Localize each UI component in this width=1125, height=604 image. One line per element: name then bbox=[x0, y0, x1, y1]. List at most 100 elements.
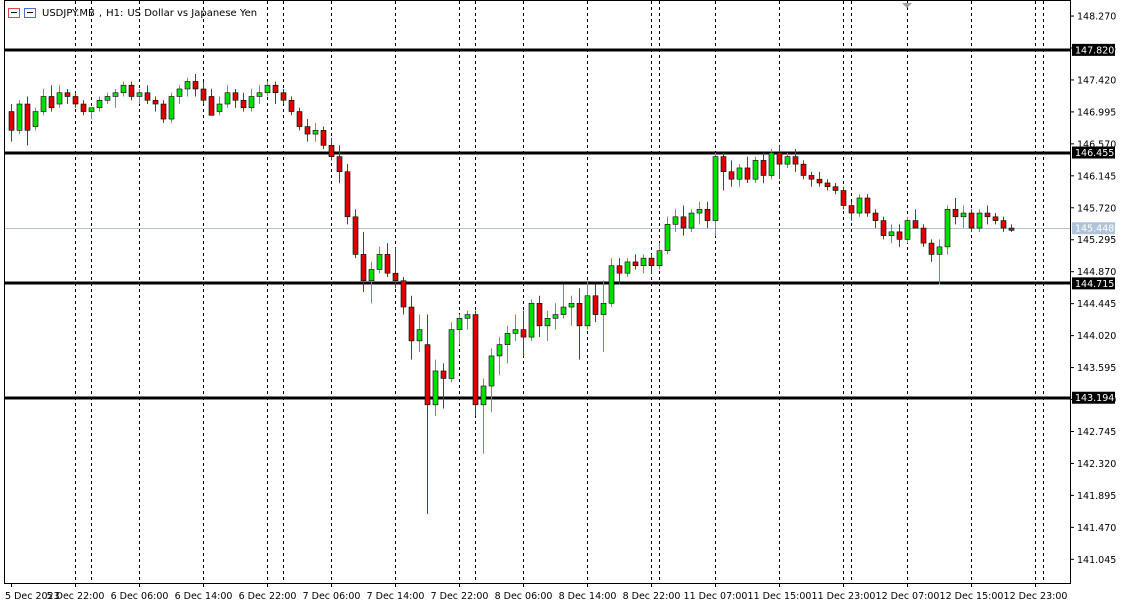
list-icon[interactable] bbox=[8, 8, 20, 18]
candle bbox=[8, 104, 15, 142]
y-tick-label: 144.870 bbox=[1077, 267, 1116, 278]
candle bbox=[496, 337, 503, 375]
candle bbox=[288, 96, 295, 116]
candle-body bbox=[568, 302, 575, 308]
candle-body bbox=[264, 84, 271, 94]
candle bbox=[984, 205, 991, 225]
y-tick-label: 141.045 bbox=[1077, 555, 1116, 566]
candle bbox=[408, 295, 415, 360]
candle-body bbox=[936, 246, 943, 255]
candle bbox=[896, 224, 903, 247]
candle bbox=[880, 216, 887, 240]
candle-body bbox=[280, 92, 287, 101]
candle bbox=[840, 186, 847, 210]
candle bbox=[320, 126, 327, 150]
candle bbox=[920, 224, 927, 247]
candle bbox=[128, 81, 135, 101]
candle-body bbox=[488, 355, 495, 387]
candle-body bbox=[304, 126, 311, 135]
candle-body bbox=[768, 152, 775, 176]
candle bbox=[192, 73, 199, 97]
candle bbox=[720, 152, 727, 191]
candle-body bbox=[928, 242, 935, 255]
candle bbox=[160, 100, 167, 123]
candle-body bbox=[680, 216, 687, 229]
level-label-bg bbox=[1072, 391, 1115, 404]
candle-body bbox=[656, 250, 663, 266]
current-label-bg bbox=[1072, 222, 1115, 235]
candle-body bbox=[272, 84, 279, 94]
y-tick-label: 143.595 bbox=[1077, 363, 1116, 374]
candle bbox=[736, 164, 743, 187]
candle bbox=[240, 92, 247, 112]
candle-body bbox=[776, 152, 783, 165]
candle-body bbox=[16, 103, 23, 131]
candle-body bbox=[552, 314, 559, 319]
x-tick-label: 11 Dec 23:00 bbox=[812, 591, 876, 602]
x-tick-label: 5 Dec 22:00 bbox=[47, 591, 105, 602]
candle-body bbox=[744, 167, 751, 180]
candle bbox=[456, 314, 463, 345]
candle-body bbox=[576, 302, 583, 327]
candle-body bbox=[520, 329, 527, 338]
candle-body bbox=[720, 156, 727, 172]
candle bbox=[440, 363, 447, 409]
candle-body bbox=[440, 370, 447, 379]
candle-body bbox=[104, 96, 111, 101]
candle-body bbox=[512, 329, 519, 334]
description-label: US Dollar vs Japanese Yen bbox=[127, 7, 258, 19]
candle-body bbox=[344, 171, 351, 218]
candle bbox=[368, 261, 375, 304]
candle bbox=[448, 322, 455, 383]
candle bbox=[648, 254, 655, 274]
candle-body bbox=[320, 130, 327, 146]
candle-body bbox=[800, 163, 807, 176]
candle bbox=[352, 209, 359, 259]
candle bbox=[904, 216, 911, 244]
x-tick-label: 6 Dec 14:00 bbox=[175, 591, 233, 602]
candle-body bbox=[992, 216, 999, 221]
candle bbox=[296, 107, 303, 131]
candle bbox=[712, 152, 719, 236]
candle bbox=[600, 280, 607, 353]
candle-body bbox=[752, 160, 759, 180]
candle bbox=[544, 310, 551, 341]
candle-body bbox=[792, 156, 799, 165]
candle-body bbox=[48, 96, 55, 109]
timeframe-label: H1: bbox=[106, 7, 124, 19]
y-tick-label: 146.570 bbox=[1077, 139, 1116, 150]
x-tick-label: 12 Dec 23:00 bbox=[1004, 591, 1068, 602]
chart-icon[interactable] bbox=[24, 8, 36, 18]
candle-body bbox=[128, 84, 135, 97]
y-tick-label: 146.145 bbox=[1077, 171, 1116, 182]
candle bbox=[416, 314, 423, 353]
candle-body bbox=[152, 99, 159, 105]
candle-body bbox=[56, 92, 63, 105]
candle bbox=[536, 295, 543, 338]
candle bbox=[584, 280, 591, 330]
candle bbox=[304, 119, 311, 142]
candle-body bbox=[584, 295, 591, 327]
candle-body bbox=[208, 96, 215, 116]
candle-body bbox=[456, 318, 463, 330]
candle bbox=[336, 145, 343, 183]
candle-body bbox=[472, 314, 479, 406]
horizontal-levels[interactable] bbox=[5, 48, 1070, 400]
candle-body bbox=[616, 265, 623, 274]
candle bbox=[216, 96, 223, 116]
symbol-sep: , bbox=[98, 7, 103, 19]
chart-title: USDJPY.MB, H1: US Dollar vs Japanese Yen bbox=[8, 6, 257, 20]
candle-body bbox=[424, 344, 431, 406]
candle-body bbox=[832, 186, 839, 191]
candle bbox=[376, 246, 383, 274]
candle-body bbox=[896, 231, 903, 240]
candle-body bbox=[816, 178, 823, 184]
candle bbox=[504, 325, 511, 364]
candle bbox=[888, 224, 895, 244]
candle bbox=[152, 96, 159, 112]
x-tick-label: 11 Dec 15:00 bbox=[748, 591, 812, 602]
scroll-marker-icon[interactable] bbox=[902, 3, 912, 8]
candle bbox=[400, 276, 407, 315]
